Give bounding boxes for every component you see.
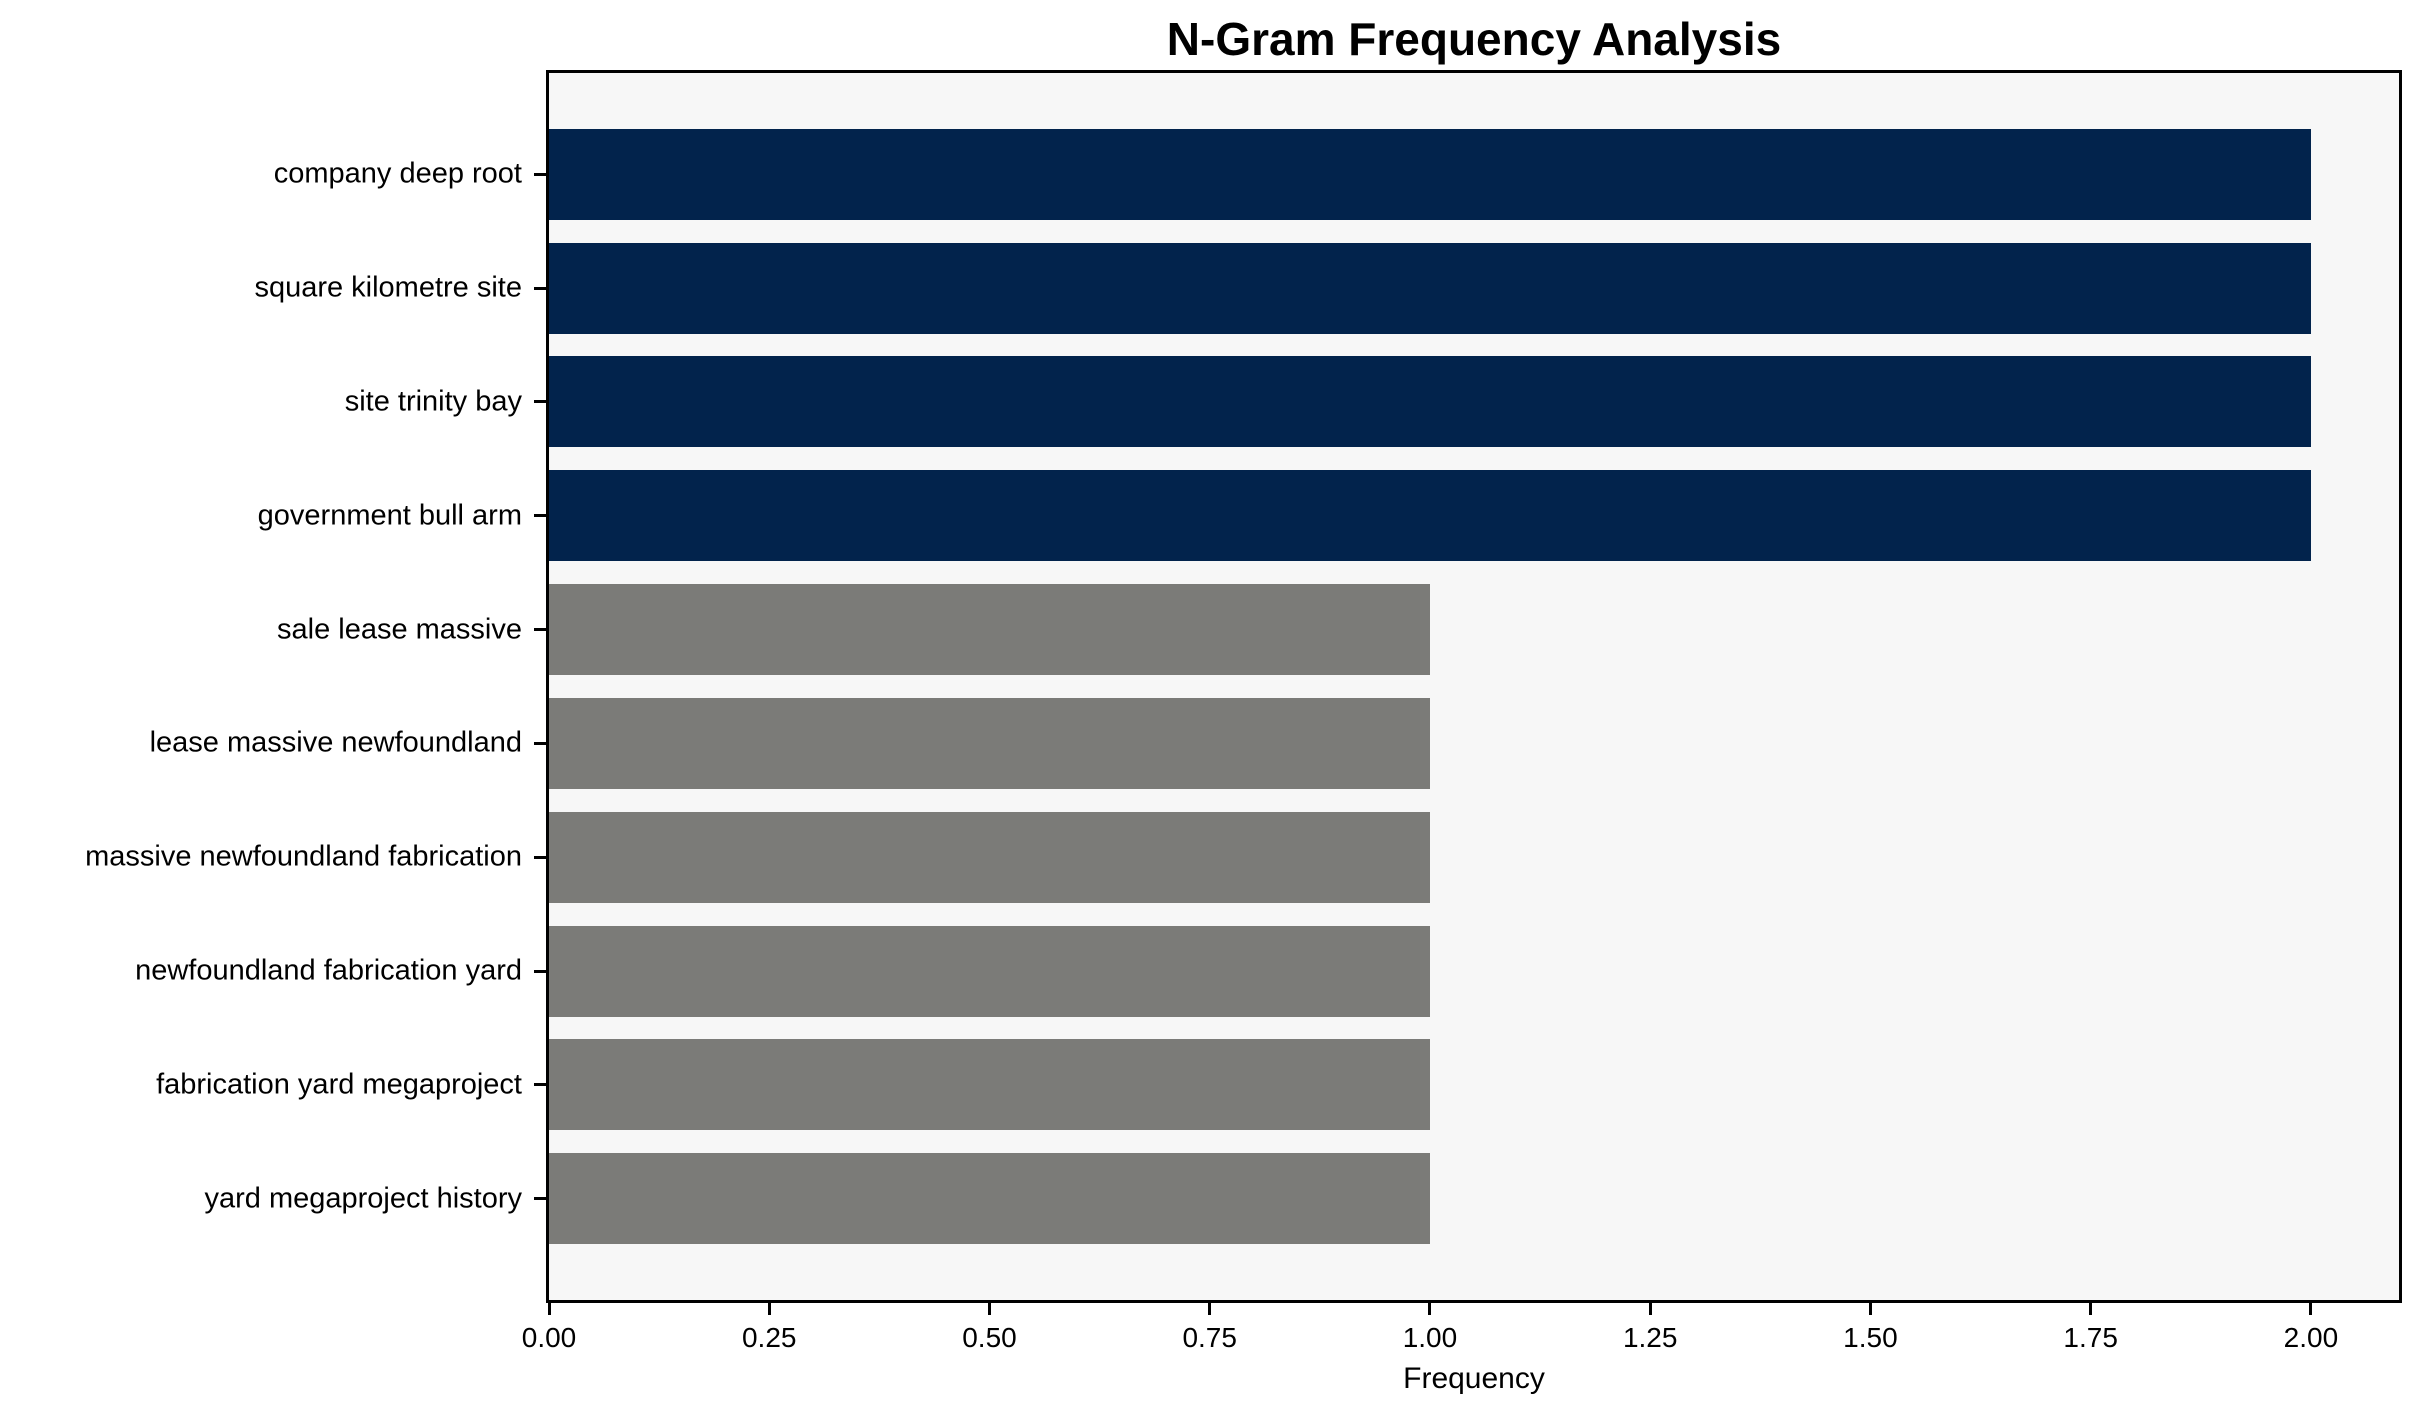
y-tick (534, 514, 546, 518)
x-tick-label: 1.00 (1402, 1322, 1458, 1353)
chart-title: N-Gram Frequency Analysis (1166, 13, 1782, 65)
bar-5 (549, 697, 1430, 789)
bar-7 (549, 925, 1430, 1017)
x-tick (1868, 1303, 1872, 1315)
y-tick-label: sale lease massive (277, 613, 522, 646)
x-tick-label: 0.00 (521, 1322, 577, 1353)
bar-9 (549, 1153, 1430, 1245)
y-tick-label: newfoundland fabrication yard (135, 954, 522, 987)
x-tick (767, 1303, 771, 1315)
x-tick (1208, 1303, 1212, 1315)
y-tick (534, 1197, 546, 1201)
y-tick (534, 172, 546, 176)
x-tick (2309, 1303, 2313, 1315)
y-tick-label: government bull arm (257, 499, 522, 532)
bar-3 (549, 470, 2311, 562)
bar-2 (549, 356, 2311, 448)
x-tick-label: 0.50 (962, 1322, 1017, 1353)
y-tick (534, 628, 546, 632)
y-tick-label: company deep root (273, 157, 522, 190)
x-tick-label: 0.75 (1182, 1322, 1237, 1353)
x-tick (987, 1303, 991, 1315)
x-tick (547, 1303, 551, 1315)
bar-6 (549, 811, 1430, 903)
x-tick-label: 2.00 (2283, 1322, 2339, 1353)
x-tick (2089, 1303, 2093, 1315)
y-tick-label: yard megaproject history (204, 1182, 522, 1215)
y-tick (534, 969, 546, 973)
x-tick-label: 0.25 (741, 1322, 797, 1353)
bar-1 (549, 242, 2311, 334)
plot-area (546, 70, 2402, 1303)
y-tick (534, 855, 546, 859)
x-tick-label: 1.75 (2063, 1322, 2118, 1353)
y-tick (534, 741, 546, 745)
x-tick (1648, 1303, 1652, 1315)
y-tick-label: square kilometre site (254, 271, 522, 304)
x-tick-label: 1.50 (1843, 1322, 1898, 1353)
bar-8 (549, 1039, 1430, 1131)
y-tick-label: massive newfoundland fabrication (85, 840, 522, 873)
y-tick (534, 400, 546, 404)
x-tick-label: 1.25 (1622, 1322, 1678, 1353)
x-axis-label: Frequency (1403, 1362, 1545, 1395)
bar-4 (549, 584, 1430, 676)
y-tick-label: site trinity bay (344, 385, 522, 418)
y-tick-label: fabrication yard megaproject (156, 1068, 522, 1101)
bar-0 (549, 128, 2311, 220)
x-tick (1428, 1303, 1432, 1315)
y-tick (534, 286, 546, 290)
y-tick-label: lease massive newfoundland (149, 726, 522, 759)
y-tick (534, 1083, 546, 1087)
